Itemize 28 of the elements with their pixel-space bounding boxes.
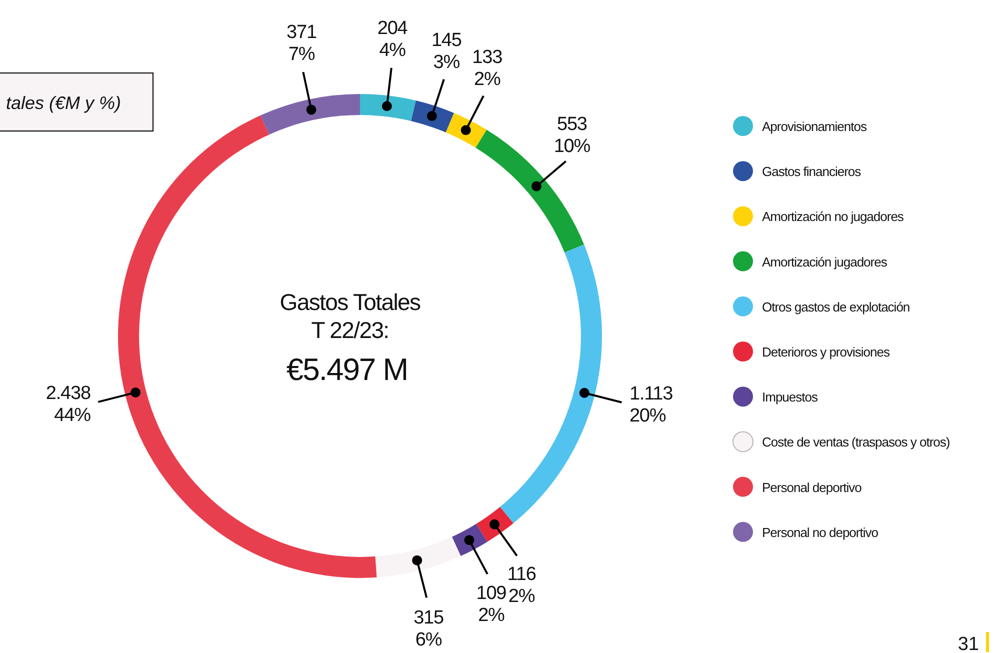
data-label: 116 2%	[507, 564, 536, 608]
legend-label: Gastos financieros	[762, 164, 862, 180]
data-label: 553 10%	[554, 114, 591, 158]
donut-slice	[375, 536, 461, 578]
legend-label: Impuestos	[762, 390, 818, 405]
data-label: 133 2%	[472, 46, 502, 90]
legend-label: Coste de ventas (traspasos y otros)	[762, 434, 950, 450]
legend-label: Personal deportivo	[762, 480, 862, 495]
text: tales (€M y %)	[6, 93, 122, 113]
data-label: 109 2%	[476, 583, 506, 626]
data-label: 371 7%	[286, 22, 316, 66]
legend-label: Otros gastos de explotación	[762, 299, 910, 314]
donut-slice	[500, 244, 602, 524]
donut-slice	[360, 94, 416, 122]
text: Gastos Totales T 22/23:	[280, 289, 421, 343]
text: €5.497 M	[286, 352, 408, 387]
legend-label: Deterioros y provisiones	[762, 344, 890, 360]
donut-slice	[260, 94, 360, 135]
legend-label: Aprovisionamientos	[762, 119, 868, 134]
data-label: 204 4%	[377, 18, 408, 61]
data-label: 1.113 20%	[629, 383, 673, 426]
data-label: 145 3%	[431, 30, 462, 73]
legend-label: Amortización jugadores	[762, 254, 888, 270]
data-label: 2.438 44%	[46, 382, 92, 426]
data-label: 315 6%	[414, 607, 444, 650]
legend-label: Amortización no jugadores	[762, 209, 904, 224]
legend-label: Personal no deportivo	[762, 524, 878, 540]
text: 31	[958, 634, 979, 653]
